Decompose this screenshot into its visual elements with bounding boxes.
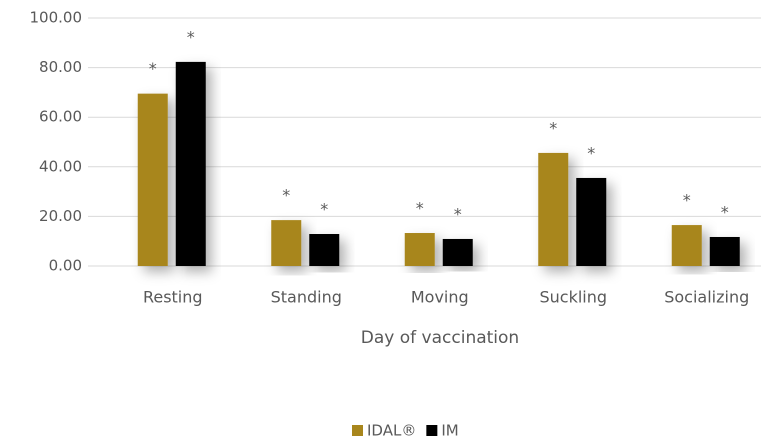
bar	[671, 225, 702, 266]
legend-label: IDAL®	[367, 422, 416, 440]
significance-marker: *	[149, 59, 157, 78]
x-tick-label: Resting	[143, 288, 203, 307]
bar	[175, 61, 206, 267]
y-tick-label: 100.00	[30, 9, 83, 27]
significance-marker: *	[683, 191, 691, 210]
significance-marker: *	[549, 118, 557, 137]
x-tick-label: Socializing	[664, 288, 749, 307]
y-tick-label: 0.00	[49, 257, 82, 275]
x-tick-label: Moving	[411, 288, 469, 307]
bar	[709, 236, 740, 266]
x-axis-title: Day of vaccination	[361, 328, 519, 348]
significance-marker: *	[587, 143, 595, 162]
y-tick-label: 20.00	[39, 207, 82, 225]
significance-marker: *	[282, 186, 290, 205]
y-tick-label: 60.00	[39, 108, 82, 126]
significance-marker: *	[416, 199, 424, 218]
bar	[576, 177, 607, 266]
legend-swatch	[426, 425, 438, 436]
significance-marker: *	[454, 204, 462, 223]
x-tick-label: Suckling	[539, 288, 607, 307]
legend-label: IM	[441, 422, 458, 440]
legend-swatch	[352, 425, 363, 436]
bar	[271, 220, 302, 266]
bar	[442, 238, 473, 266]
significance-marker: *	[721, 202, 729, 221]
bar	[137, 93, 168, 266]
bar	[309, 234, 340, 266]
significance-marker: *	[187, 27, 195, 46]
significance-marker: *	[320, 200, 328, 219]
bar	[404, 233, 435, 266]
y-tick-label: 40.00	[39, 157, 82, 175]
bar	[538, 152, 569, 266]
x-tick-label: Standing	[271, 288, 342, 307]
y-tick-label: 80.00	[39, 58, 82, 76]
